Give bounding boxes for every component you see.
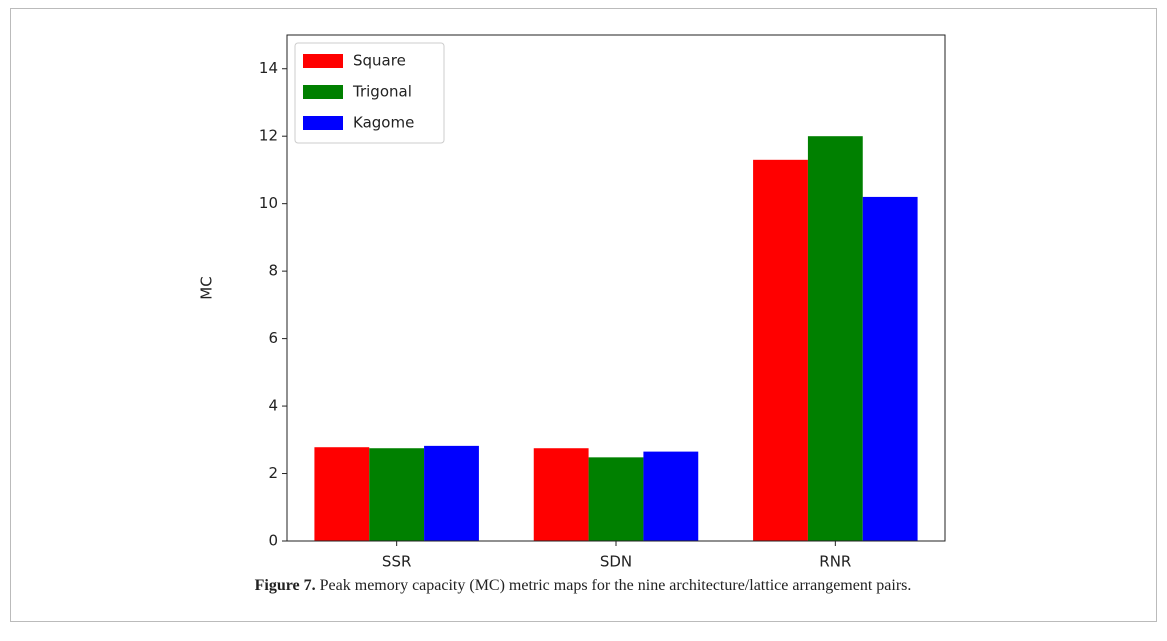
bar [588, 457, 644, 541]
caption: Figure 7. Peak memory capacity (MC) metr… [255, 577, 912, 594]
figure-border [10, 8, 1157, 622]
y-tick-label: 8 [268, 262, 278, 280]
y-tick-label: 12 [259, 127, 278, 145]
plot-frame [286, 34, 946, 542]
y-tick-label: 0 [268, 532, 278, 550]
bar [862, 196, 918, 542]
legend-label: Kagome [353, 114, 414, 132]
legend-swatch [303, 116, 343, 130]
bar [314, 447, 370, 541]
legend-swatch [303, 54, 343, 68]
y-tick-label: 10 [259, 194, 278, 212]
y-axis-label: MC [198, 276, 216, 299]
bar [533, 448, 589, 541]
bar [807, 136, 863, 541]
caption-text: Peak memory capacity (MC) metric maps fo… [320, 577, 912, 594]
legend-label: Trigonal [352, 83, 412, 101]
y-tick-label: 4 [268, 397, 278, 415]
legend-swatch [303, 85, 343, 99]
y-tick-label: 6 [268, 329, 278, 347]
bar [369, 448, 425, 541]
x-tick-label: RNR [819, 553, 851, 571]
legend-label: Square [353, 52, 406, 70]
caption-label: Figure 7. [255, 577, 316, 594]
bar [424, 445, 479, 541]
x-tick-label: SSR [382, 553, 411, 571]
y-tick-label: 14 [259, 59, 278, 77]
bar [753, 159, 808, 541]
x-tick-label: SDN [600, 553, 632, 571]
y-tick-label: 2 [268, 464, 278, 482]
bar [643, 451, 699, 541]
